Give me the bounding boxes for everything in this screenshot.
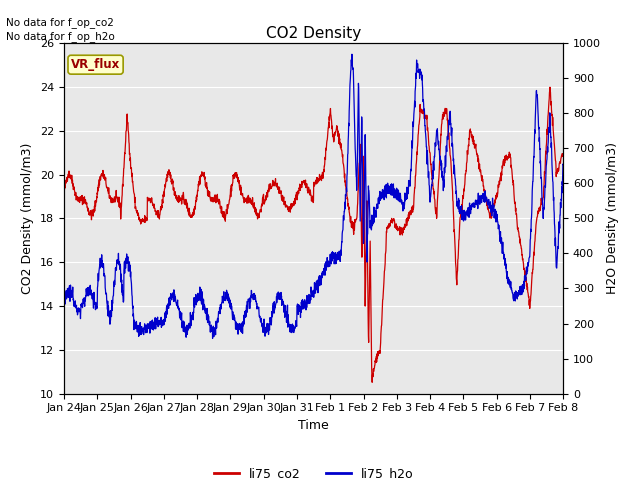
Y-axis label: H2O Density (mmol/m3): H2O Density (mmol/m3) (607, 143, 620, 294)
li75_co2 (545, 99, 553, 105)
li75_h2o (559, 162, 567, 168)
li75_h2o (290, 330, 298, 336)
li75_co2 (546, 84, 554, 90)
Title: CO2 Density: CO2 Density (266, 25, 361, 41)
Line: li75_h2o: li75_h2o (64, 54, 563, 338)
Y-axis label: CO2 Density (mmol/m3): CO2 Density (mmol/m3) (22, 143, 35, 294)
li75_co2 (454, 269, 461, 275)
li75_h2o (303, 293, 311, 299)
li75_co2 (545, 104, 552, 110)
li75_h2o (454, 203, 461, 209)
li75_h2o (545, 127, 553, 133)
li75_co2 (60, 190, 68, 195)
Legend: li75_co2, li75_h2o: li75_co2, li75_h2o (209, 462, 419, 480)
X-axis label: Time: Time (298, 419, 329, 432)
li75_co2 (303, 181, 310, 187)
li75_co2 (86, 211, 93, 216)
li75_co2 (290, 201, 298, 206)
li75_h2o (209, 336, 216, 341)
li75_h2o (348, 51, 356, 57)
li75_h2o (60, 300, 68, 306)
Text: No data for f_op_h2o: No data for f_op_h2o (6, 31, 115, 42)
li75_h2o (545, 130, 553, 135)
li75_co2 (559, 152, 567, 157)
Text: No data for f_op_co2: No data for f_op_co2 (6, 17, 115, 28)
Line: li75_co2: li75_co2 (64, 87, 563, 382)
Text: VR_flux: VR_flux (71, 58, 120, 71)
li75_h2o (86, 290, 93, 296)
li75_co2 (369, 379, 376, 385)
